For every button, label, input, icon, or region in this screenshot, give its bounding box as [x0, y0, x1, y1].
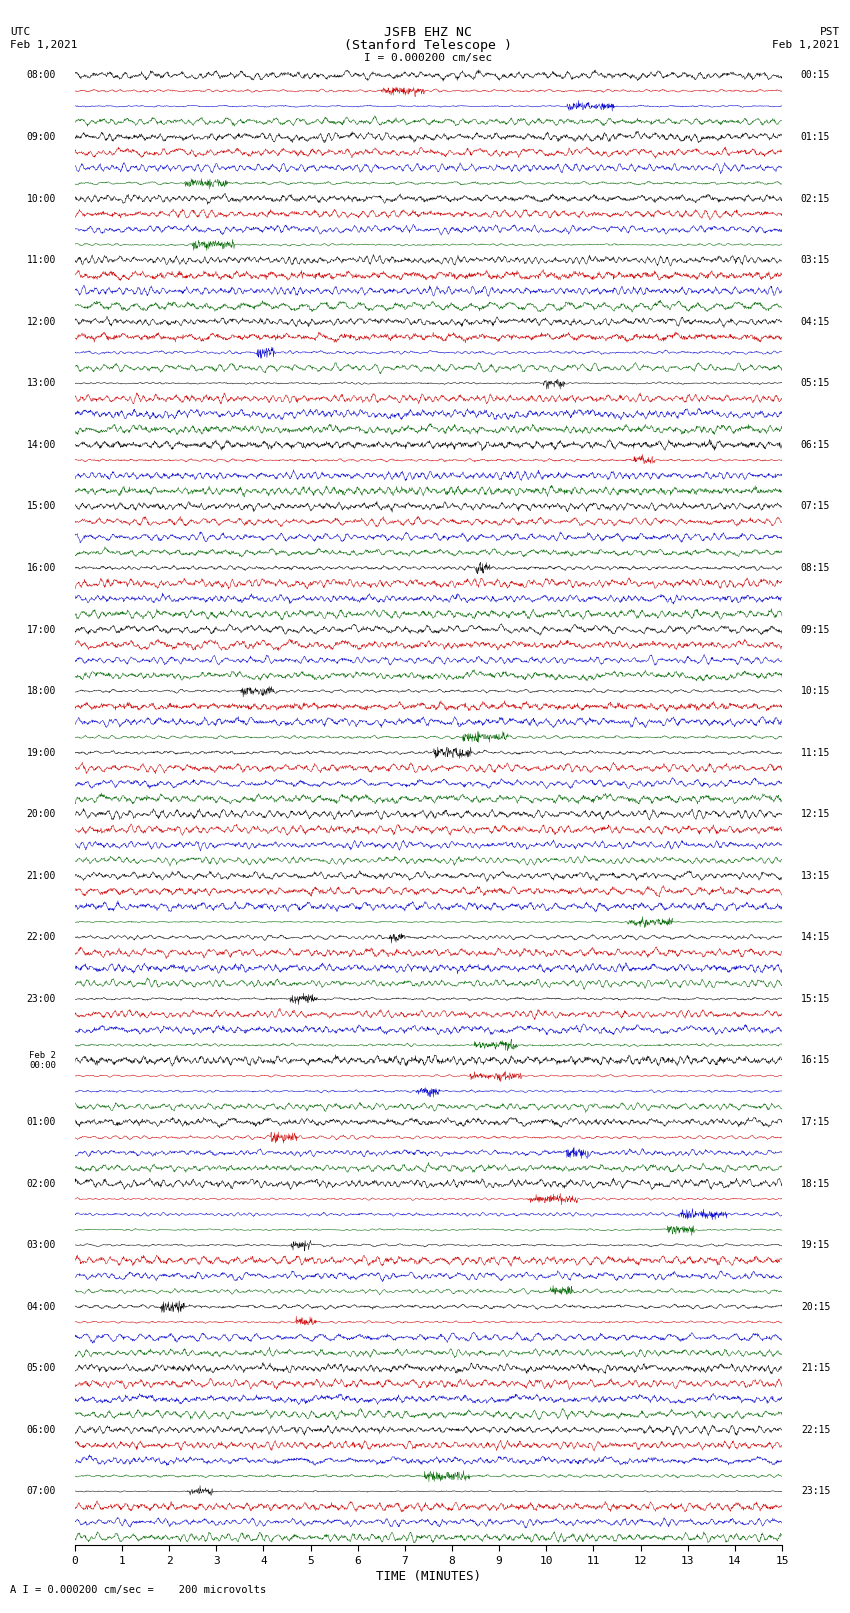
Text: 23:00: 23:00: [26, 994, 56, 1003]
Text: 14:00: 14:00: [26, 440, 56, 450]
Text: 05:15: 05:15: [801, 379, 830, 389]
Text: 16:00: 16:00: [26, 563, 56, 573]
Text: 02:00: 02:00: [26, 1179, 56, 1189]
Text: 04:00: 04:00: [26, 1302, 56, 1311]
Text: 13:00: 13:00: [26, 379, 56, 389]
Text: JSFB EHZ NC: JSFB EHZ NC: [384, 26, 473, 39]
Text: 17:15: 17:15: [801, 1118, 830, 1127]
Text: 21:00: 21:00: [26, 871, 56, 881]
Text: Feb 1,2021: Feb 1,2021: [773, 40, 840, 50]
Text: UTC: UTC: [10, 27, 31, 37]
Text: 12:15: 12:15: [801, 810, 830, 819]
Text: A I = 0.000200 cm/sec =    200 microvolts: A I = 0.000200 cm/sec = 200 microvolts: [10, 1586, 266, 1595]
Text: 10:15: 10:15: [801, 686, 830, 697]
Text: 00:00: 00:00: [29, 1061, 56, 1069]
Text: 04:15: 04:15: [801, 316, 830, 327]
Text: 00:15: 00:15: [801, 71, 830, 81]
Text: 19:15: 19:15: [801, 1240, 830, 1250]
Text: 07:15: 07:15: [801, 502, 830, 511]
Text: 01:00: 01:00: [26, 1118, 56, 1127]
Text: 18:00: 18:00: [26, 686, 56, 697]
Text: 10:00: 10:00: [26, 194, 56, 203]
Text: 07:00: 07:00: [26, 1487, 56, 1497]
Text: 12:00: 12:00: [26, 316, 56, 327]
Text: 11:15: 11:15: [801, 748, 830, 758]
Text: 20:15: 20:15: [801, 1302, 830, 1311]
Text: 14:15: 14:15: [801, 932, 830, 942]
Text: 15:00: 15:00: [26, 502, 56, 511]
Text: Feb 1,2021: Feb 1,2021: [10, 40, 77, 50]
Text: 18:15: 18:15: [801, 1179, 830, 1189]
Text: 22:15: 22:15: [801, 1424, 830, 1436]
Text: (Stanford Telescope ): (Stanford Telescope ): [344, 39, 513, 52]
Text: 11:00: 11:00: [26, 255, 56, 265]
Text: 20:00: 20:00: [26, 810, 56, 819]
Text: 23:15: 23:15: [801, 1487, 830, 1497]
Text: 06:15: 06:15: [801, 440, 830, 450]
Text: 03:00: 03:00: [26, 1240, 56, 1250]
Text: 09:00: 09:00: [26, 132, 56, 142]
Text: 17:00: 17:00: [26, 624, 56, 634]
Text: 02:15: 02:15: [801, 194, 830, 203]
X-axis label: TIME (MINUTES): TIME (MINUTES): [376, 1569, 481, 1582]
Text: 08:15: 08:15: [801, 563, 830, 573]
Text: 15:15: 15:15: [801, 994, 830, 1003]
Text: 22:00: 22:00: [26, 932, 56, 942]
Text: 09:15: 09:15: [801, 624, 830, 634]
Text: Feb 2: Feb 2: [29, 1052, 56, 1060]
Text: 19:00: 19:00: [26, 748, 56, 758]
Text: 16:15: 16:15: [801, 1055, 830, 1066]
Text: 13:15: 13:15: [801, 871, 830, 881]
Text: 05:00: 05:00: [26, 1363, 56, 1373]
Text: 21:15: 21:15: [801, 1363, 830, 1373]
Text: 03:15: 03:15: [801, 255, 830, 265]
Text: PST: PST: [819, 27, 840, 37]
Text: 01:15: 01:15: [801, 132, 830, 142]
Text: I = 0.000200 cm/sec: I = 0.000200 cm/sec: [365, 53, 492, 63]
Text: 08:00: 08:00: [26, 71, 56, 81]
Text: 06:00: 06:00: [26, 1424, 56, 1436]
